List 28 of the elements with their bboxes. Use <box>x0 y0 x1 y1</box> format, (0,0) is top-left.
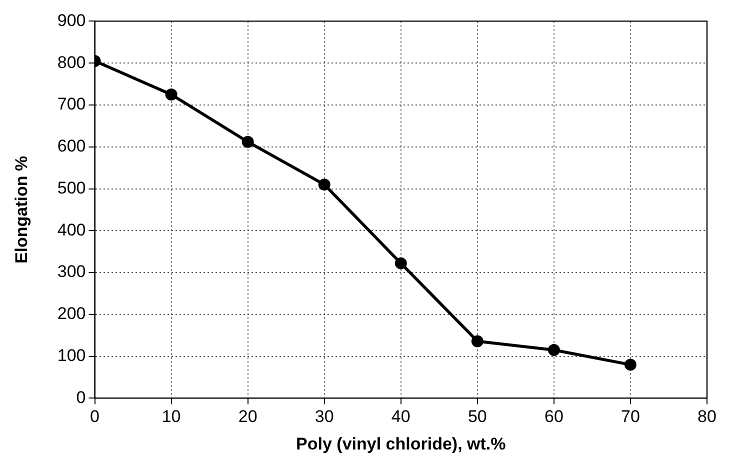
y-tick-label: 600 <box>57 136 86 156</box>
y-tick-label: 300 <box>57 262 86 282</box>
y-axis-title: Elongation % <box>12 156 31 264</box>
y-tick-label: 200 <box>57 304 86 324</box>
point <box>548 344 560 356</box>
y-tick-label: 500 <box>57 178 86 198</box>
x-tick-label: 20 <box>238 407 258 426</box>
point <box>242 136 254 148</box>
x-axis-title: Poly (vinyl chloride), wt.% <box>296 434 506 454</box>
y-tick-label: 100 <box>57 346 86 365</box>
x-tick-label: 80 <box>698 407 716 426</box>
x-tick-label: 70 <box>621 407 640 426</box>
point <box>318 178 330 191</box>
y-tick-label: 900 <box>57 10 86 30</box>
y-tick-label: 800 <box>57 52 86 72</box>
x-tick-label: 40 <box>391 407 410 426</box>
point <box>165 88 178 101</box>
point <box>471 335 484 348</box>
y-tick-label: 700 <box>57 94 86 114</box>
point <box>624 358 636 371</box>
y-tick-label: 400 <box>57 220 86 240</box>
x-tick-label: 50 <box>468 407 487 426</box>
x-tick-label: 30 <box>314 407 334 426</box>
x-tick-label: 60 <box>544 407 564 426</box>
x-tick-label: 10 <box>162 407 181 426</box>
x-tick-label: 0 <box>90 407 100 426</box>
point <box>394 257 407 270</box>
y-tick-label: 0 <box>76 388 86 407</box>
